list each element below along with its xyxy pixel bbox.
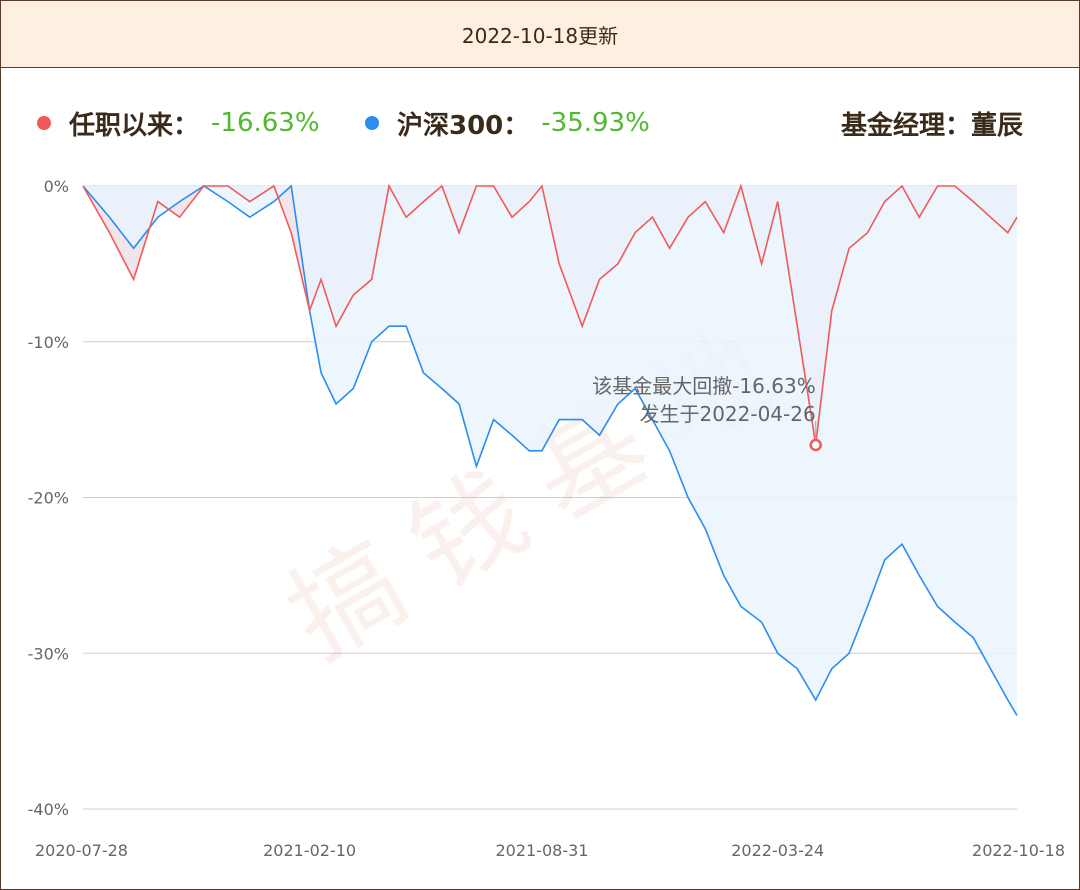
max-drawdown-point[interactable] bbox=[809, 438, 822, 452]
annotation-line-1: 该基金最大回撤-16.63% bbox=[592, 374, 815, 398]
index-legend-dot-icon bbox=[365, 116, 379, 130]
index-drawdown-area bbox=[83, 186, 1017, 716]
fund-series-line bbox=[82, 183, 1018, 445]
y-tick-label: -40% bbox=[28, 800, 69, 819]
fund-drawdown-area bbox=[83, 186, 1017, 445]
legend: 任职以来： -16.63% 沪深300： -35.93% 基金经理：董辰 bbox=[1, 101, 1079, 145]
y-tick-label: -20% bbox=[28, 489, 69, 508]
y-axis: 0% -10% -20% -30% -40% bbox=[28, 177, 69, 819]
y-tick-label: -10% bbox=[28, 333, 69, 352]
legend-item-index[interactable]: 沪深300： -35.93% bbox=[365, 101, 650, 145]
fund-legend-dot-icon bbox=[37, 116, 51, 130]
x-tick-label: 2022-10-18 bbox=[972, 841, 1065, 860]
grid-lines bbox=[83, 185, 1017, 810]
index-series-line bbox=[82, 184, 1018, 716]
update-header: 2022-10-18更新 bbox=[1, 1, 1079, 68]
y-tick-label: 0% bbox=[44, 177, 69, 196]
update-date: 2022-10-18更新 bbox=[461, 23, 619, 48]
legend-item-fund[interactable]: 任职以来： -16.63% bbox=[37, 101, 320, 145]
x-tick-label: 2020-07-28 bbox=[35, 841, 128, 860]
x-tick-label: 2022-03-24 bbox=[731, 841, 824, 860]
x-axis: 2020-07-28 2021-02-10 2021-08-31 2022-03-24… bbox=[35, 841, 1065, 860]
fund-legend-value: -16.63% bbox=[211, 108, 320, 138]
annotation-line-2: 发生于2022-04-26 bbox=[639, 402, 815, 426]
index-legend-label: 沪深300： bbox=[397, 110, 530, 141]
x-tick-label: 2021-02-10 bbox=[263, 841, 356, 860]
y-tick-label: -30% bbox=[28, 644, 69, 663]
watermark: 搞钱基地 bbox=[268, 293, 817, 684]
fund-legend-label: 任职以来： bbox=[69, 110, 200, 141]
x-tick-label: 2021-08-31 bbox=[495, 841, 588, 860]
index-legend-value: -35.93% bbox=[541, 108, 650, 138]
fund-manager: 基金经理：董辰 bbox=[840, 110, 1023, 141]
